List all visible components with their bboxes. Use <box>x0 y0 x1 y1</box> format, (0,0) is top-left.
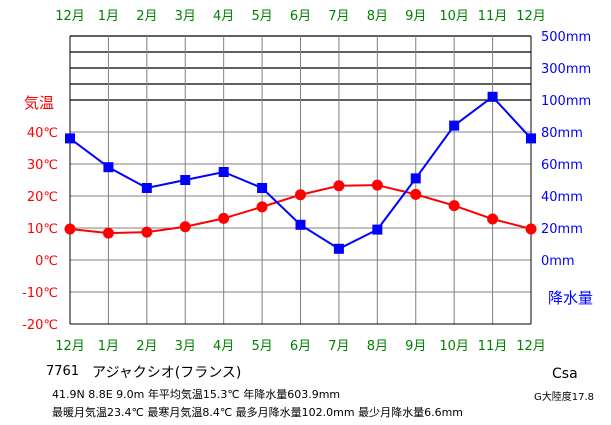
temperature-point <box>295 189 306 201</box>
precip-tick-label: 40mm <box>541 190 583 205</box>
precipitation-point <box>333 243 344 254</box>
temperature-point <box>256 201 268 213</box>
temp-tick-label: 0℃ <box>35 254 58 269</box>
month-label-bottom: 1月 <box>98 339 119 354</box>
station-name: アジャクシオ(フランス) <box>92 365 242 381</box>
temperature-point <box>102 227 114 239</box>
precip-tick-label: 100mm <box>541 94 591 109</box>
month-label-bottom: 6月 <box>290 339 311 354</box>
precipitation-point <box>487 91 498 102</box>
month-label-bottom: 12月 <box>55 339 85 354</box>
month-label-bottom: 8月 <box>367 339 388 354</box>
month-label-top: 8月 <box>367 9 388 24</box>
temperature-point <box>333 180 345 192</box>
precipitation-point <box>295 219 306 230</box>
temp-tick-label: 20℃ <box>27 190 58 205</box>
temp-axis-title: 気温 <box>24 94 54 112</box>
precipitation-point <box>180 175 191 185</box>
station-summary-2: 最暖月気温23.4℃ 最寒月気温8.4℃ 最多月降水量102.0mm 最少月降水… <box>52 406 464 419</box>
precipitation-point <box>449 120 460 131</box>
month-label-top: 3月 <box>175 9 196 24</box>
temperature-point <box>64 223 76 235</box>
temperature-point <box>410 188 422 200</box>
precip-tick-label: 60mm <box>541 158 583 173</box>
precipitation-point <box>526 133 536 144</box>
precip-tick-label: 20mm <box>541 222 583 237</box>
continentality: G大陸度17.8 <box>534 392 595 403</box>
month-label-top: 4月 <box>213 9 234 24</box>
temperature-point <box>525 223 537 235</box>
month-label-bottom: 2月 <box>136 339 157 354</box>
temperature-point <box>179 221 191 233</box>
precip-tick-label: 300mm <box>541 62 591 77</box>
month-label-bottom: 7月 <box>328 339 349 354</box>
month-label-top: 2月 <box>136 9 157 24</box>
month-label-bottom: 5月 <box>251 339 272 354</box>
temperature-point <box>218 212 230 224</box>
month-label-bottom: 11月 <box>478 339 508 354</box>
temperature-point <box>371 179 383 191</box>
month-label-bottom: 12月 <box>516 339 546 354</box>
precipitation-point <box>103 162 114 173</box>
precipitation-point <box>65 133 75 144</box>
temp-tick-label: -20℃ <box>22 318 58 333</box>
month-label-top: 12月 <box>55 9 85 24</box>
precip-tick-label: 0mm <box>541 254 575 269</box>
precipitation-point <box>257 183 268 193</box>
precipitation-point <box>410 173 421 184</box>
temperature-point <box>487 213 499 225</box>
precipitation-point <box>141 183 152 193</box>
precipitation-point <box>372 224 383 235</box>
climate-class: Csa <box>552 366 578 382</box>
temp-tick-label: 30℃ <box>27 158 58 173</box>
month-label-top: 9月 <box>405 9 426 24</box>
month-label-top: 7月 <box>328 9 349 24</box>
temp-tick-label: 40℃ <box>27 126 58 141</box>
month-label-top: 1月 <box>98 9 119 24</box>
temp-tick-label: -10℃ <box>22 286 58 301</box>
station-summary-1: 41.9N 8.8E 9.0m 年平均気温15.3℃ 年降水量603.9mm <box>52 388 341 401</box>
month-label-bottom: 10月 <box>439 339 469 354</box>
month-label-top: 6月 <box>290 9 311 24</box>
month-label-top: 10月 <box>439 9 469 24</box>
month-label-bottom: 9月 <box>405 339 426 354</box>
month-label-top: 11月 <box>478 9 508 24</box>
temperature-point <box>141 226 153 238</box>
precip-tick-label: 80mm <box>541 126 583 141</box>
precip-tick-label: 500mm <box>541 30 591 45</box>
month-label-top: 5月 <box>251 9 272 24</box>
station-id: 7761 <box>46 364 80 379</box>
month-label-top: 12月 <box>516 9 546 24</box>
precipitation-point <box>218 167 229 177</box>
precip-axis-title: 降水量 <box>548 289 593 307</box>
temp-tick-label: 10℃ <box>27 222 58 237</box>
month-label-bottom: 3月 <box>175 339 196 354</box>
month-label-bottom: 4月 <box>213 339 234 354</box>
temperature-point <box>448 200 460 212</box>
